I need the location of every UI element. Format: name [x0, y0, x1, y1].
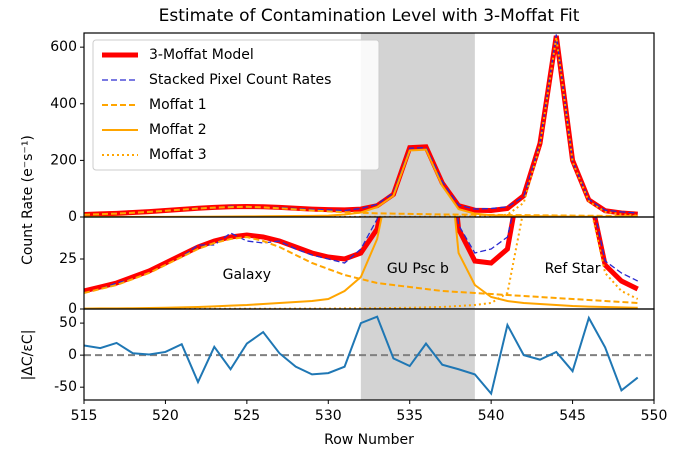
- plot-area: [84, 309, 654, 400]
- y-tick-label: 0: [68, 301, 77, 317]
- y-tick-label: 0: [68, 209, 77, 225]
- x-axis-label: Row Number: [324, 432, 414, 448]
- x-tick-label: 545: [559, 408, 586, 424]
- series-line: [84, 217, 639, 294]
- panel-frame: [83, 308, 655, 401]
- annotation: Galaxy: [223, 267, 271, 283]
- legend-label: 3-Moffat Model: [149, 47, 254, 63]
- x-tick-label: 535: [396, 408, 423, 424]
- chart-title: Estimate of Contamination Level with 3-M…: [159, 6, 580, 26]
- x-tick-label: 530: [315, 408, 342, 424]
- series-line: [84, 217, 638, 309]
- y-tick-label: -50: [54, 379, 77, 395]
- y-tick-label: 0: [68, 347, 77, 363]
- x-tick-label: 520: [152, 408, 179, 424]
- y-axis-label: Count Rate (e⁻s⁻¹): [20, 135, 36, 265]
- y-tick-label: 200: [50, 152, 77, 168]
- x-tick-label: 540: [478, 408, 505, 424]
- legend-label: Stacked Pixel Count Rates: [149, 72, 331, 88]
- y-axis-label: |ΔC/εC|: [20, 330, 36, 381]
- annotation: GU Psc b: [387, 261, 449, 277]
- legend-label: Moffat 2: [149, 122, 207, 138]
- legend-box: [92, 39, 380, 171]
- y-tick-label: 25: [59, 251, 77, 267]
- y-tick-label: 400: [50, 96, 77, 112]
- x-tick-label: 550: [641, 408, 668, 424]
- plot-area: [84, 217, 639, 309]
- x-tick-label: 525: [233, 408, 260, 424]
- y-tick-label: 600: [50, 39, 77, 55]
- legend-label: Moffat 1: [149, 97, 207, 113]
- legend-label: Moffat 3: [149, 147, 207, 163]
- series-line: [84, 315, 639, 396]
- series-line: [84, 217, 639, 309]
- series-line: [84, 217, 639, 294]
- annotation: Ref Star: [545, 261, 601, 277]
- series-line: [84, 235, 638, 304]
- shaded-span: [360, 33, 475, 217]
- x-tick-label: 515: [71, 408, 98, 424]
- y-tick-label: 50: [59, 315, 77, 331]
